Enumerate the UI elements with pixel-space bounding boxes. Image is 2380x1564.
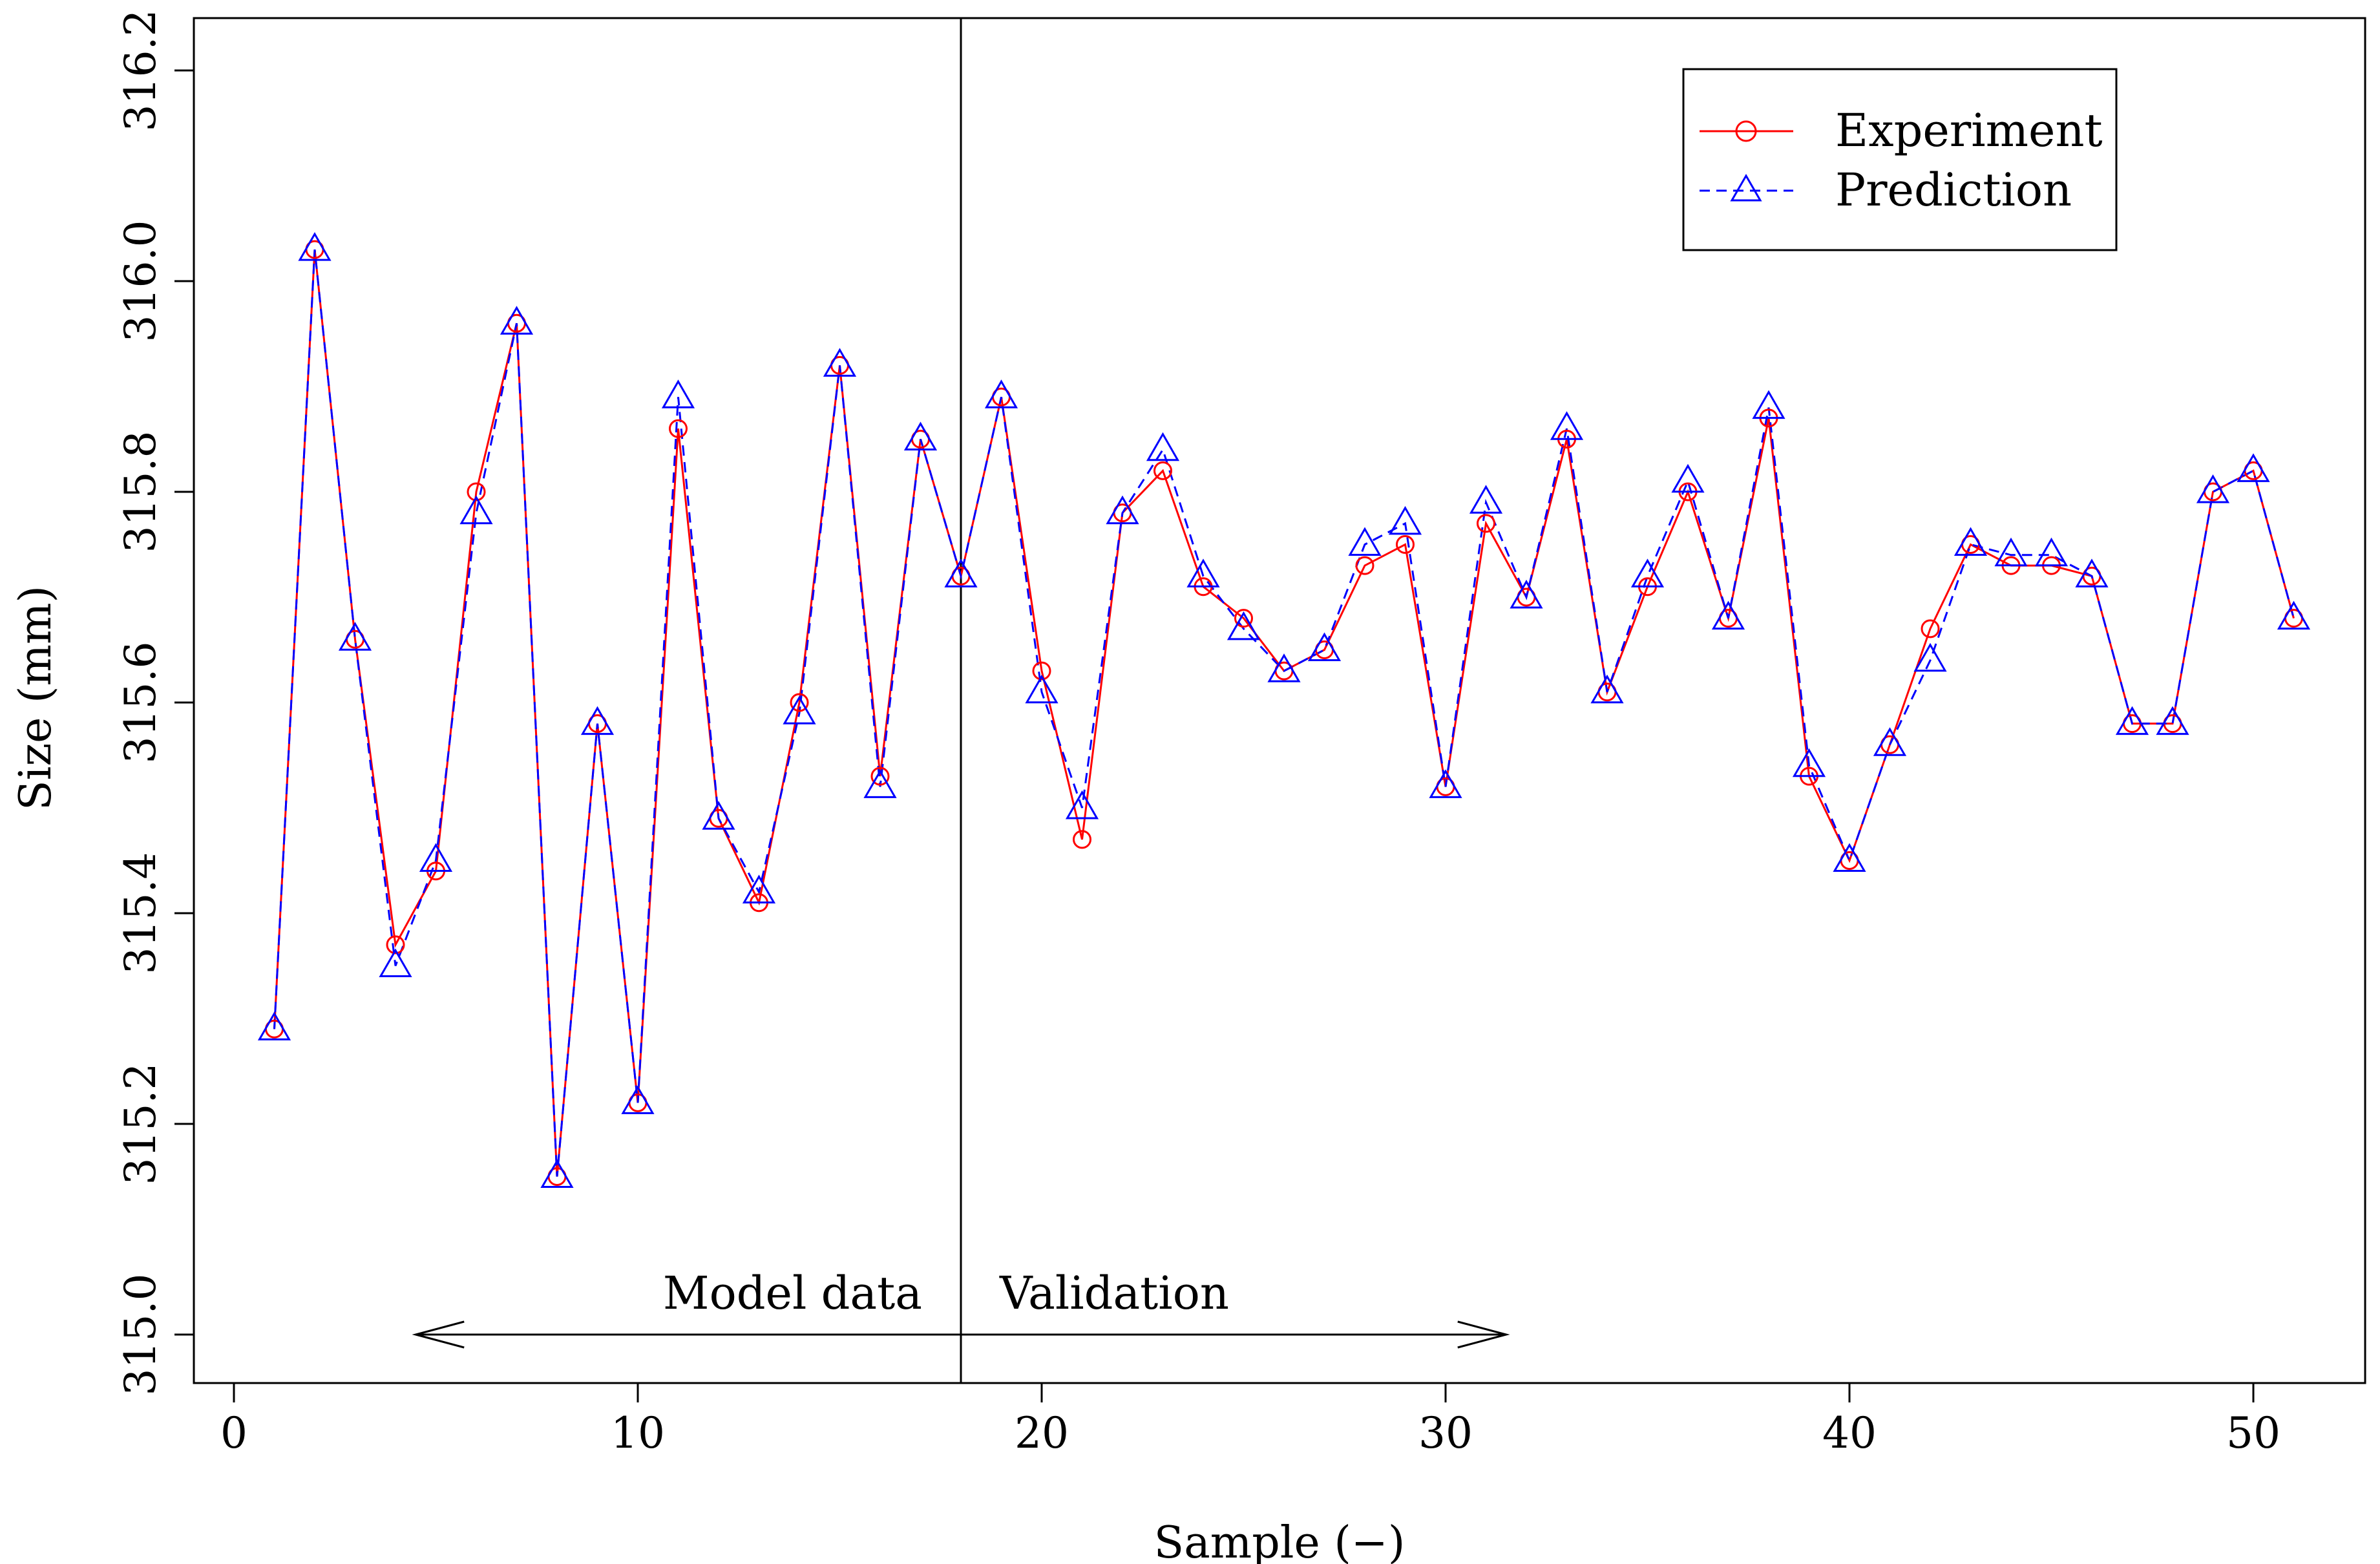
- prediction-point: [2277, 600, 2311, 630]
- prediction-point: [1671, 463, 1705, 493]
- x-tick-label: 0: [220, 1408, 247, 1458]
- experiment-point: [386, 935, 405, 955]
- legend-experiment-marker: [1735, 120, 1757, 142]
- x-axis: 0 10 20 30 40 50: [220, 1382, 2280, 1458]
- prediction-point: [338, 622, 372, 651]
- experiment-point: [669, 419, 688, 438]
- prediction-point: [1833, 843, 1866, 872]
- annotation: Model data Validation: [412, 1267, 1510, 1349]
- prediction-point: [1025, 674, 1058, 704]
- legend-prediction-marker: [1730, 174, 1762, 202]
- validation-label: Validation: [999, 1267, 1229, 1320]
- prediction-point: [1227, 611, 1261, 640]
- prediction-point: [2115, 706, 2149, 735]
- experiment-point: [1153, 461, 1172, 480]
- x-tick-label: 40: [1822, 1408, 1877, 1458]
- prediction-point: [1429, 769, 1462, 798]
- legend-box: [1682, 68, 2118, 251]
- prediction-point: [540, 1159, 574, 1188]
- prediction-point: [459, 495, 493, 525]
- prediction-point: [1348, 527, 1382, 556]
- y-tick-label: 315.0: [116, 1274, 165, 1396]
- legend: Experiment Prediction: [1682, 68, 2118, 251]
- prediction-point: [1994, 537, 2028, 567]
- series-line-prediction: [273, 249, 2295, 1177]
- experiment-point: [1234, 609, 1253, 628]
- y-tick-label: 316.2: [116, 10, 165, 132]
- y-tick-label: 316.0: [116, 220, 165, 343]
- experiment-point: [1396, 535, 1415, 554]
- model-data-label: Model data: [663, 1267, 922, 1320]
- prediction-point: [1267, 653, 1301, 682]
- prediction-point: [419, 843, 453, 872]
- prediction-point: [661, 379, 695, 408]
- prediction-point: [783, 695, 816, 724]
- prediction-point: [1873, 727, 1907, 756]
- prediction-point: [1953, 527, 1988, 556]
- x-tick-label: 30: [1418, 1408, 1473, 1458]
- prediction-point: [742, 874, 776, 904]
- x-tick-label: 50: [2226, 1408, 2280, 1458]
- experiment-point: [467, 482, 486, 502]
- series-layer: [257, 232, 2311, 1188]
- prediction-point: [257, 1011, 291, 1041]
- legend-prediction-label: Prediction: [1835, 164, 2072, 217]
- prediction-point: [621, 1085, 655, 1114]
- prediction-point: [1146, 432, 1180, 461]
- experiment-point: [870, 766, 890, 786]
- prediction-point: [823, 348, 857, 377]
- x-tick-label: 10: [611, 1408, 665, 1458]
- prediction-point: [298, 232, 332, 261]
- prediction-point: [1186, 558, 1220, 587]
- prediction-point: [500, 306, 534, 335]
- y-axis-label: Size (mm): [10, 586, 61, 810]
- prediction-point: [1065, 790, 1099, 819]
- prediction-point: [379, 948, 412, 977]
- prediction-point: [580, 706, 615, 735]
- prediction-point: [1711, 600, 1745, 630]
- prediction-point: [702, 801, 735, 830]
- prediction-point: [2196, 474, 2230, 503]
- legend-experiment-label: Experiment: [1835, 104, 2103, 157]
- prediction-point: [1630, 558, 1665, 587]
- annotation-arrow-right-head: [1457, 1320, 1510, 1349]
- prediction-point: [1510, 579, 1543, 609]
- prediction-point: [1913, 642, 1947, 672]
- annotation-arrow-left-head: [412, 1320, 465, 1349]
- prediction-point: [2156, 706, 2189, 735]
- prediction-point: [2034, 537, 2069, 567]
- prediction-point: [1469, 485, 1503, 514]
- experiment-point: [1355, 556, 1374, 575]
- prediction-point: [1590, 674, 1624, 704]
- prediction-point: [2237, 453, 2270, 482]
- prediction-point: [2075, 558, 2109, 587]
- x-tick-label: 20: [1015, 1408, 1069, 1458]
- experiment-point: [1032, 661, 1051, 681]
- prediction-point: [903, 421, 938, 450]
- y-tick-label: 315.8: [116, 431, 165, 553]
- prediction-point: [863, 769, 897, 798]
- prediction-point: [1792, 748, 1826, 777]
- experiment-point: [1921, 619, 1940, 639]
- prediction-point: [944, 558, 978, 587]
- prediction-point: [1752, 390, 1785, 419]
- prediction-point: [1388, 505, 1422, 535]
- experiment-point: [1073, 830, 1091, 849]
- y-axis: 315.0 315.2 315.4 315.6 315.8 316.0 316.2: [116, 10, 195, 1396]
- y-tick-label: 315.2: [116, 1063, 165, 1185]
- prediction-point: [1307, 632, 1342, 661]
- x-axis-label: Sample (−): [1154, 1517, 1406, 1564]
- experiment-point: [790, 693, 809, 712]
- prediction-point: [984, 379, 1018, 408]
- experiment-point: [1477, 514, 1495, 533]
- y-tick-label: 315.6: [116, 642, 165, 764]
- prediction-point: [1106, 495, 1139, 525]
- prediction-point: [1550, 411, 1584, 440]
- y-tick-label: 315.4: [116, 852, 165, 975]
